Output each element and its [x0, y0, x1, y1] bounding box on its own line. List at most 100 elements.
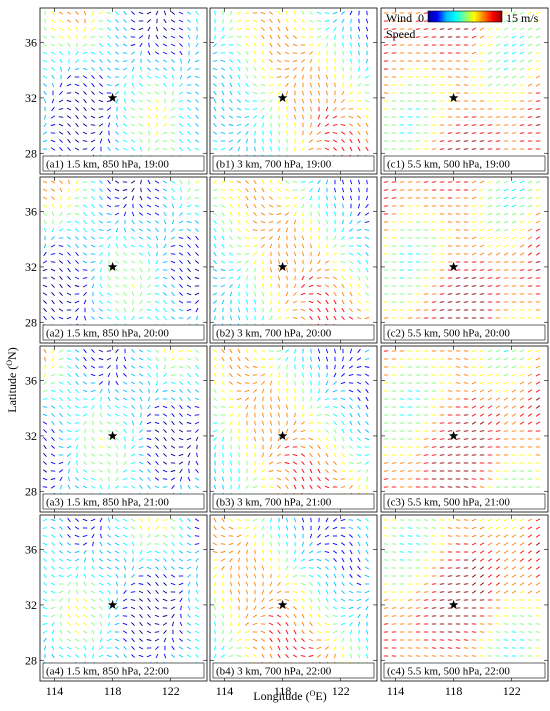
wind-vector: [162, 43, 168, 47]
wind-vector: [383, 309, 389, 311]
wind-vector: [348, 477, 354, 481]
wind-vector: [75, 114, 79, 120]
wind-vector: [260, 477, 266, 481]
wind-vector: [156, 251, 158, 257]
wind-vector: [471, 188, 477, 192]
wind-vector: [357, 396, 361, 402]
wind-vector: [383, 462, 389, 464]
wind-vector: [455, 140, 461, 142]
wind-vector: [341, 453, 345, 457]
wind-vector: [277, 51, 281, 55]
wind-vector: [439, 390, 445, 392]
wind-vector: [195, 10, 199, 16]
wind-vector: [147, 533, 151, 539]
wind-vector: [357, 123, 361, 127]
wind-vector: [383, 181, 389, 183]
wind-vector: [317, 468, 321, 474]
wind-vector: [519, 478, 525, 480]
wind-vector: [131, 622, 135, 626]
wind-vector: [471, 639, 477, 641]
wind-vector: [285, 404, 289, 410]
wind-vector: [276, 453, 282, 457]
wind-vector: [278, 565, 280, 571]
wind-vector: [179, 43, 183, 47]
wind-vector: [42, 131, 48, 135]
wind-vector: [479, 51, 485, 55]
wind-vector: [277, 10, 281, 16]
wind-vector: [179, 212, 183, 216]
wind-vector: [519, 59, 525, 63]
wind-vector: [341, 276, 345, 280]
wind-vector: [74, 422, 80, 424]
wind-vector: [106, 558, 112, 562]
wind-vector: [254, 146, 256, 152]
panel-frame: [39, 7, 208, 175]
wind-vector: [138, 365, 144, 369]
wind-vector: [42, 630, 48, 634]
wind-vector: [463, 583, 469, 585]
wind-vector: [487, 478, 493, 480]
wind-vector: [535, 397, 541, 401]
wind-vector: [253, 203, 257, 209]
wind-vector: [407, 181, 413, 183]
wind-vector: [171, 276, 175, 280]
wind-vector: [383, 406, 389, 408]
wind-vector: [90, 469, 96, 473]
wind-vector: [170, 27, 176, 31]
wind-vector: [50, 390, 56, 392]
wind-vector: [98, 99, 104, 103]
wind-vector: [487, 180, 493, 184]
wind-vector: [115, 380, 119, 386]
wind-vector: [90, 590, 96, 594]
wind-vector: [324, 421, 330, 425]
wind-vector: [357, 541, 361, 547]
wind-vector: [317, 211, 321, 217]
wind-vector: [178, 244, 184, 248]
wind-vector: [91, 67, 95, 71]
wind-vector: [148, 259, 150, 265]
panel-label-box: [42, 324, 205, 341]
wind-vector: [511, 389, 517, 393]
wind-vector: [155, 388, 159, 394]
wind-vector: [383, 116, 389, 118]
wind-vector: [511, 59, 517, 63]
wind-vector: [276, 68, 282, 70]
wind-vector: [471, 75, 477, 79]
wind-vector: [407, 446, 413, 448]
wind-vector: [340, 260, 346, 264]
wind-vector: [179, 638, 183, 642]
wind-vector: [238, 557, 240, 563]
wind-vector: [131, 654, 135, 658]
wind-vector: [212, 559, 218, 561]
wind-vector: [186, 630, 192, 634]
wind-vector: [83, 244, 87, 248]
wind-vector: [519, 470, 525, 472]
wind-vector: [479, 132, 485, 134]
panel-frame: [380, 176, 549, 344]
wind-vector: [511, 373, 517, 377]
wind-vector: [407, 301, 413, 303]
wind-vector: [221, 468, 225, 474]
wind-vector: [59, 139, 63, 143]
wind-vector: [318, 372, 320, 378]
wind-vector: [51, 211, 55, 217]
wind-vector: [260, 358, 266, 360]
wind-vector: [261, 195, 265, 201]
wind-vector: [260, 236, 266, 240]
wind-vector: [90, 124, 96, 126]
panel-label: (c1) 5.5 km, 500 hPa, 19:00: [387, 159, 510, 171]
wind-vector: [164, 106, 166, 112]
wind-vector: [519, 116, 525, 118]
wind-vector: [179, 621, 183, 627]
wind-vector: [487, 373, 493, 377]
wind-vector: [479, 43, 485, 47]
wind-vector: [535, 405, 541, 409]
wind-vector: [75, 99, 79, 103]
wind-vector: [527, 470, 533, 472]
wind-vector: [163, 300, 167, 304]
wind-vector: [431, 446, 437, 448]
wind-vector: [122, 67, 128, 71]
wind-vector: [447, 285, 453, 287]
wind-vector: [487, 196, 493, 200]
wind-vector: [293, 292, 297, 296]
